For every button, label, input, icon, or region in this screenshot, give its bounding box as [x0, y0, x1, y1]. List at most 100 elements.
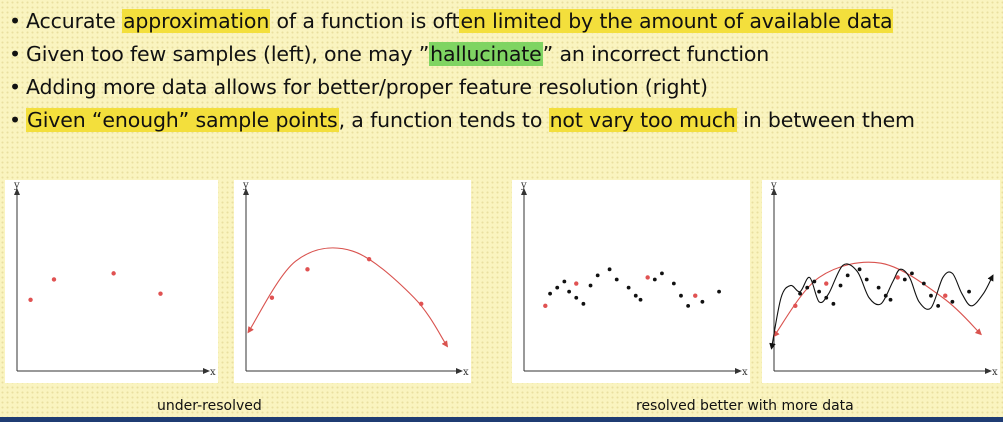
y-axis-arrow — [243, 188, 249, 195]
sample-point-black — [888, 297, 893, 302]
bullet-text: Adding more data allows for better/prope… — [26, 75, 708, 99]
sample-point-black — [798, 291, 802, 296]
y-axis-label: y — [520, 180, 527, 191]
sample-point-black — [910, 271, 914, 276]
sample-point-black — [638, 297, 643, 302]
sample-point-black — [876, 285, 881, 290]
y-axis-label: y — [13, 180, 20, 191]
sample-point-red — [943, 293, 948, 298]
sample-point-black — [936, 303, 941, 308]
sample-point-black — [824, 295, 829, 300]
sample-point-black — [652, 277, 657, 282]
x-axis-arrow — [985, 368, 992, 374]
sample-point-black — [700, 299, 705, 304]
sample-point-black — [921, 281, 926, 286]
sample-point-black — [581, 301, 586, 306]
sample-point-black — [588, 283, 593, 288]
sample-point-red — [305, 267, 310, 272]
sample-point-black — [562, 279, 567, 284]
sample-point-red — [158, 291, 163, 296]
sample-point-red — [895, 275, 900, 280]
sample-point-red — [419, 301, 424, 307]
highlighted-text: Given “enough” sample points — [26, 108, 339, 132]
sample-point-black — [567, 289, 572, 294]
sample-point-red — [269, 295, 275, 300]
x-axis-label: x — [463, 367, 469, 378]
bullet-text: Given too few samples (left), one may ” — [26, 42, 430, 66]
sample-point-black — [805, 285, 810, 290]
sample-point-red — [366, 256, 372, 262]
x-axis-label: x — [210, 367, 216, 378]
bullet-text: of a function is oft — [270, 9, 460, 33]
under-samples-svg: yx — [13, 180, 216, 378]
sample-point-black — [929, 293, 933, 298]
bullet-text: ” an incorrect function — [542, 42, 770, 66]
sample-point-black — [686, 303, 691, 308]
sample-point-black — [626, 285, 631, 290]
highlighted-text: approximation — [122, 9, 271, 33]
sample-point-black — [817, 289, 822, 294]
sample-point-red — [645, 275, 650, 280]
sample-point-black — [838, 283, 843, 288]
sample-point-red — [693, 293, 698, 298]
sample-point-black — [950, 299, 955, 304]
caption-under-resolved: under-resolved — [157, 398, 262, 414]
sample-point-black — [574, 295, 579, 300]
sample-point-black — [857, 267, 862, 272]
x-axis-label: x — [992, 367, 998, 378]
y-axis-label: y — [770, 180, 777, 191]
sample-point-red — [51, 277, 57, 282]
sample-point-black — [555, 285, 560, 290]
bullet-item: • Given too few samples (left), one may ”… — [6, 39, 1001, 72]
sample-point-black — [614, 277, 619, 282]
sample-point-red — [793, 303, 798, 309]
bottom-border — [0, 417, 1003, 422]
bullet-marker: • — [9, 42, 21, 66]
bullet-text: in between them — [736, 108, 915, 132]
y-axis-arrow — [14, 188, 20, 195]
bullet-list: • Accurate approximation of a function is… — [6, 6, 1001, 138]
bullet-item: • Given “enough” sample points, a functio… — [6, 105, 1001, 138]
bullet-marker: • — [9, 9, 21, 33]
highlighted-text: hallucinate — [429, 42, 543, 66]
bullet-marker: • — [9, 108, 21, 132]
sample-point-red — [543, 303, 548, 309]
sample-point-black — [812, 279, 817, 284]
sample-point-black — [831, 301, 836, 306]
caption-resolved-better: resolved better with more data — [636, 398, 854, 414]
under-fit-svg: yx — [242, 180, 469, 378]
fitted-curve-red — [247, 247, 449, 348]
y-axis-arrow — [521, 188, 527, 195]
x-axis-arrow — [456, 368, 463, 374]
sample-point-black — [548, 291, 552, 296]
bullet-text: , a function tends to — [338, 108, 549, 132]
sample-point-red — [28, 297, 33, 302]
sample-point-black — [595, 273, 600, 278]
sample-point-red — [824, 281, 829, 286]
sample-point-red — [111, 271, 116, 276]
bullet-text: Accurate — [26, 9, 123, 33]
x-axis-label: x — [742, 367, 748, 378]
sample-point-black — [607, 267, 612, 272]
x-axis-arrow — [203, 368, 210, 374]
x-axis-arrow — [735, 368, 742, 374]
resolved-samples-svg: yx — [520, 180, 748, 378]
sample-point-black — [660, 271, 664, 276]
highlighted-text: not vary too much — [548, 108, 737, 132]
bullet-item: • Accurate approximation of a function is… — [6, 6, 1001, 39]
y-axis-arrow — [771, 188, 777, 195]
sample-point-black — [864, 277, 869, 282]
fitted-curve-red — [773, 261, 982, 338]
bullet-marker: • — [9, 75, 21, 99]
sample-point-black — [679, 293, 683, 298]
sample-point-black — [967, 289, 971, 294]
sample-point-black — [902, 277, 907, 282]
y-axis-label: y — [242, 180, 249, 191]
sample-point-black — [883, 293, 888, 298]
bullet-item: • Adding more data allows for better/prop… — [6, 72, 1001, 105]
